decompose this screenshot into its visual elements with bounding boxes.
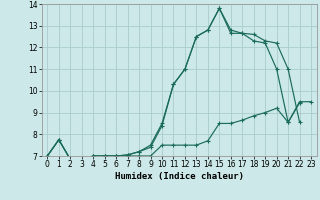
X-axis label: Humidex (Indice chaleur): Humidex (Indice chaleur) bbox=[115, 172, 244, 181]
